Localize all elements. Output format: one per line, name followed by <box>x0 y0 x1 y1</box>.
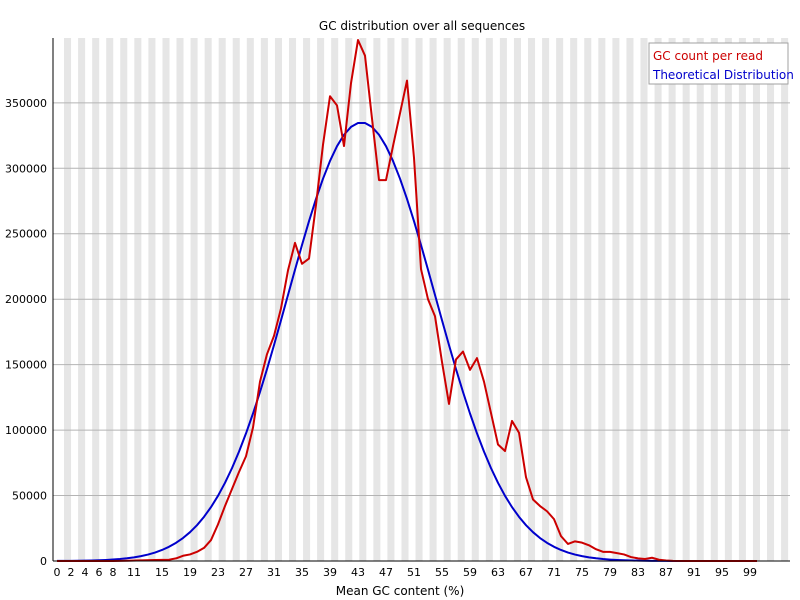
x-tick-label: 43 <box>351 566 365 579</box>
x-tick-label: 51 <box>407 566 421 579</box>
x-tick-label: 11 <box>127 566 141 579</box>
x-tick-label: 59 <box>463 566 477 579</box>
y-tick-label: 150000 <box>5 359 47 372</box>
x-tick-label: 67 <box>519 566 533 579</box>
legend: GC count per read Theoretical Distributi… <box>648 42 794 85</box>
x-tick-label: 23 <box>211 566 225 579</box>
x-tick-label: 4 <box>82 566 89 579</box>
chart-title: GC distribution over all sequences <box>319 19 525 33</box>
y-tick-label: 250000 <box>5 228 47 241</box>
y-tick-label: 0 <box>40 555 47 568</box>
y-tick-label: 50000 <box>12 490 47 503</box>
x-tick-label: 47 <box>379 566 393 579</box>
x-tick-label: 75 <box>575 566 589 579</box>
x-tick-label: 2 <box>68 566 75 579</box>
axes <box>52 38 790 562</box>
legend-entry-theoretical: Theoretical Distribution <box>652 68 794 82</box>
x-tick-label: 19 <box>183 566 197 579</box>
x-tick-label: 15 <box>155 566 169 579</box>
x-tick-label: 99 <box>743 566 757 579</box>
x-tick-label: 6 <box>96 566 103 579</box>
x-axis-label: Mean GC content (%) <box>336 584 465 598</box>
y-tick-label: 100000 <box>5 424 47 437</box>
x-tick-label: 63 <box>491 566 505 579</box>
x-tick-label: 79 <box>603 566 617 579</box>
y-tick-label: 200000 <box>5 293 47 306</box>
x-tick-label: 27 <box>239 566 253 579</box>
x-tick-label: 35 <box>295 566 309 579</box>
y-tick-label: 300000 <box>5 162 47 175</box>
legend-entry-gc-count: GC count per read <box>653 49 763 63</box>
x-tick-label: 95 <box>715 566 729 579</box>
tick-labels: 0 50000 100000 150000 200000 250000 300000 3500… <box>5 97 757 579</box>
x-tick-label: 39 <box>323 566 337 579</box>
x-tick-label: 31 <box>267 566 281 579</box>
x-tick-label: 0 <box>54 566 61 579</box>
x-tick-label: 83 <box>631 566 645 579</box>
y-tick-label: 350000 <box>5 97 47 110</box>
x-tick-label: 91 <box>687 566 701 579</box>
x-tick-label: 8 <box>110 566 117 579</box>
legend-box <box>648 42 789 85</box>
series-line-gc-count-per-read <box>57 39 757 562</box>
x-tick-label: 55 <box>435 566 449 579</box>
x-tick-label: 71 <box>547 566 561 579</box>
x-tick-label: 87 <box>659 566 673 579</box>
